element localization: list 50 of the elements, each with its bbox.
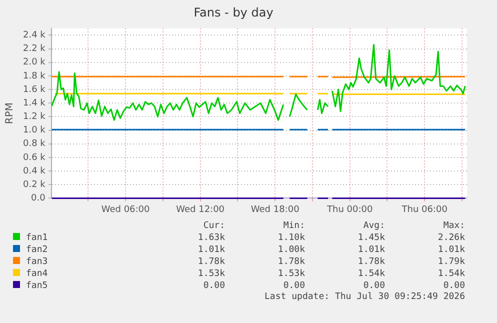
y-tick-label: 1.4 k bbox=[22, 98, 46, 108]
text: 1.78k bbox=[356, 256, 385, 268]
y-tick-label: 0.4 k bbox=[22, 166, 46, 176]
text: 1.01k bbox=[196, 244, 225, 256]
y-tick-label: 2.4 k bbox=[22, 30, 46, 41]
text: 0.00 bbox=[202, 280, 225, 292]
text: 1.00k bbox=[276, 244, 305, 256]
text: 2.26k bbox=[436, 232, 465, 244]
legend-label: fan3 bbox=[26, 257, 48, 267]
text: 1.10k bbox=[276, 232, 305, 244]
x-tick-label: Wed 12:00 bbox=[176, 204, 225, 215]
text: 0.00 bbox=[442, 280, 465, 292]
text: 1.63k bbox=[196, 232, 225, 244]
text: 1.01k bbox=[436, 244, 465, 256]
text: 1.78k bbox=[196, 256, 225, 268]
text: Avg: bbox=[362, 220, 385, 232]
text: Last update: Thu Jul 30 09:25:49 2026 bbox=[264, 292, 465, 302]
text: 1.54k bbox=[436, 268, 465, 280]
y-tick-label: 1.8 k bbox=[22, 71, 46, 82]
y-tick-label: 2.2 k bbox=[22, 44, 46, 54]
text: 1.53k bbox=[276, 268, 305, 280]
y-axis-title: RPM bbox=[4, 102, 16, 124]
legend-label: fan1 bbox=[26, 233, 48, 243]
chart-title: Fans - by day bbox=[194, 5, 274, 20]
x-tick-label: Wed 18:00 bbox=[250, 204, 300, 215]
legend-label: fan4 bbox=[26, 269, 48, 279]
x-tick-label: Thu 06:00 bbox=[400, 204, 448, 215]
y-tick-label: 0.6 k bbox=[22, 152, 46, 163]
text: Max: bbox=[442, 220, 465, 232]
x-tick-label: Wed 06:00 bbox=[101, 204, 150, 215]
y-tick-label: 0.0 bbox=[31, 194, 46, 204]
text: 1.54k bbox=[356, 268, 385, 280]
y-tick-label: 1.0 k bbox=[22, 126, 46, 136]
y-tick-label: 0.8 k bbox=[22, 139, 46, 150]
legend-label: fan2 bbox=[26, 245, 48, 255]
text: 0.00 bbox=[362, 280, 385, 292]
y-tick-label: 0.2 k bbox=[22, 180, 46, 190]
y-tick-label: 1.2 k bbox=[22, 112, 46, 122]
text: 0.00 bbox=[282, 280, 305, 292]
text: 1.53k bbox=[196, 268, 225, 280]
legend-label: fan5 bbox=[26, 281, 48, 291]
text: Cur: bbox=[202, 220, 225, 232]
y-tick-label: 1.6 k bbox=[22, 84, 46, 95]
y-tick-label: 2.0 k bbox=[22, 58, 46, 68]
text: 1.45k bbox=[356, 232, 385, 244]
x-tick-label: Thu 00:00 bbox=[326, 204, 373, 215]
text: 1.79k bbox=[436, 256, 465, 268]
text: Min: bbox=[282, 220, 305, 232]
text: 1.78k bbox=[276, 256, 305, 268]
text: 1.01k bbox=[356, 244, 385, 256]
